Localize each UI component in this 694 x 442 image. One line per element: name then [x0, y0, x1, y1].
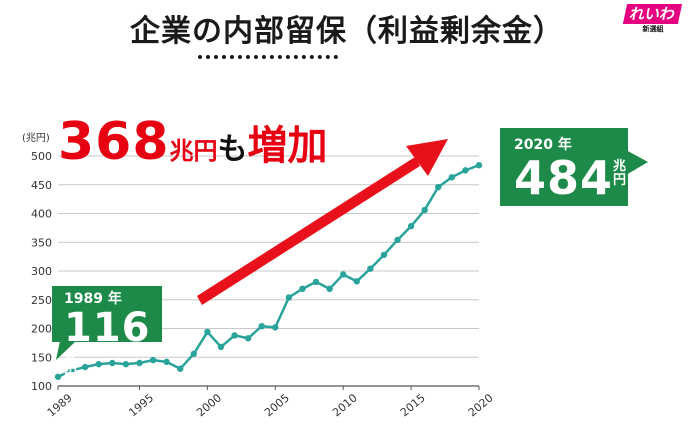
y-tick-label: 150 [31, 351, 52, 364]
data-point [421, 206, 428, 214]
headline-action: 増加 [247, 123, 328, 169]
data-point [272, 324, 279, 331]
data-point [435, 183, 442, 191]
brand-logo: れいわ 新選組 [620, 4, 686, 33]
callout-2020-year: 2020 年 [514, 137, 572, 153]
callout-1989-pointer [56, 341, 76, 360]
x-tick-label: 1989 [45, 391, 75, 419]
data-point [81, 363, 89, 371]
x-tick-label: 2015 [398, 391, 428, 419]
data-point [299, 285, 306, 293]
data-point [109, 359, 116, 367]
data-point [339, 271, 347, 278]
y-tick-label: 500 [31, 150, 52, 163]
callout-2020-value: 484 [514, 151, 614, 205]
headline-number: 368 [58, 112, 170, 172]
y-axis-ticks: 100 150 200 250 300 350 400 450 500 [31, 150, 52, 393]
data-point [380, 251, 388, 259]
trend-arrow-shaft [197, 157, 420, 305]
data-point [394, 236, 401, 244]
x-tick-label: 2005 [262, 391, 292, 419]
headline: 368兆円も増加 [58, 112, 328, 172]
data-point [285, 294, 293, 301]
data-point [204, 328, 211, 336]
x-tick-label: 2010 [330, 391, 360, 419]
callout-1989-unit: 兆円 [64, 354, 77, 382]
y-tick-label: 100 [31, 380, 52, 393]
callout-1989-value: 116 [64, 305, 151, 351]
callout-2020-unit-top: 兆 [613, 159, 627, 174]
x-axis-ticks: 1989 1995 2000 2005 2010 2015 2020 [45, 385, 496, 419]
data-point [462, 167, 469, 174]
y-tick-label: 200 [31, 323, 52, 336]
y-axis-label: (兆円) [22, 132, 50, 144]
data-point [475, 162, 483, 169]
y-tick-label: 450 [31, 179, 52, 192]
data-point [177, 365, 184, 372]
headline-particle: も [217, 132, 248, 167]
callout-1989-unit-top: 兆 [64, 353, 78, 368]
data-point [190, 350, 198, 357]
x-tick-label: 2000 [194, 391, 224, 419]
callout-2020-pointer [626, 150, 648, 175]
trend-arrow-head [406, 139, 448, 176]
data-point [312, 278, 320, 286]
data-point [95, 360, 102, 368]
y-tick-label: 350 [31, 236, 52, 249]
y-tick-label: 250 [31, 294, 52, 307]
y-tick-label: 300 [31, 265, 52, 278]
data-point [258, 323, 265, 330]
page-title: 企業の内部留保（利益剰余金） [130, 14, 564, 49]
data-point [448, 174, 456, 181]
data-point [326, 285, 333, 293]
data-point [136, 359, 143, 367]
data-point [54, 373, 62, 380]
callout-2020-unit: 兆円 [613, 160, 626, 188]
callout-1989-unit-bottom: 円 [64, 367, 78, 382]
headline-unit: 兆円 [169, 137, 218, 165]
callout-2020-unit-bottom: 円 [613, 173, 627, 188]
trend-arrow [197, 139, 448, 305]
data-point [149, 356, 157, 364]
title-underline [198, 55, 338, 59]
data-point [122, 360, 130, 368]
callout-2020: 2020 年 484兆円 [500, 128, 628, 206]
data-point [244, 335, 252, 342]
data-point [231, 332, 238, 339]
callout-pointers [56, 150, 648, 360]
data-point [68, 367, 75, 374]
data-point [217, 343, 225, 351]
x-tick-label: 2020 [466, 391, 496, 419]
data-point [163, 358, 170, 366]
data-point [407, 222, 415, 230]
logo-subtext: 新選組 [642, 25, 664, 33]
y-tick-label: 400 [31, 208, 52, 221]
callout-1989-year: 1989 年 [64, 291, 122, 307]
series-retained-earnings [54, 162, 483, 380]
data-point [353, 278, 360, 285]
callout-1989: 1989 年 116 兆円 [52, 286, 162, 382]
x-tick-label: 1995 [126, 391, 156, 419]
data-point [367, 265, 374, 272]
